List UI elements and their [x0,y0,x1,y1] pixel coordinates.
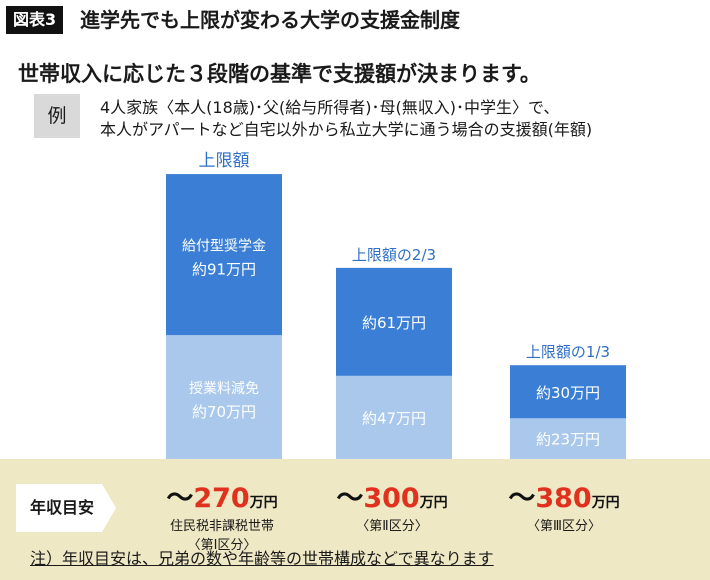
tuition-value-label-2: 約47万円 [362,409,426,427]
condition-line-2: 本人がアパートなど自宅以外から私立大学に通う場合の支援額(年額) [100,120,593,139]
category-label-1: 上限額 [199,151,250,171]
income-amount: 300 [363,483,420,514]
bar-scholarship-3 [510,365,626,419]
income-item-3: ～380万円 〈第Ⅲ区分〉 [490,476,638,534]
income-sub-1: 〈第Ⅲ区分〉 [527,519,601,534]
footnote: 注）年収目安は、兄弟の数や年齢等の世帯構成などで異なります [30,549,494,568]
subtitle: 世帯収入に応じた３段階の基準で支援額が決まります。 [18,62,541,86]
income-prefix: ～ [166,483,194,514]
scholarship-name-label: 給付型奨学金 [182,239,266,255]
category-label-2: 上限額の2/3 [352,246,436,264]
bar-tuition-1 [166,335,282,459]
example-label: 例 [34,94,80,138]
tuition-name-label: 授業料減免 [189,380,259,397]
tuition-value-label-1: 約70万円 [192,403,256,421]
income-item-2: ～300万円 〈第Ⅱ区分〉 [318,476,466,534]
condition-line-1: 4人家族〈本人(18歳)･父(給与所得者)･母(無収入)･中学生〉で、 [100,98,560,117]
scholarship-value-label-2: 約61万円 [362,314,426,332]
income-amount: 380 [535,483,592,514]
bar-scholarship-2 [336,267,452,376]
scholarship-value-label-3: 約30万円 [536,384,600,402]
income-amount: 270 [193,483,250,514]
tuition-value-label-3: 約23万円 [536,431,600,449]
income-label: 年収目安 [16,484,116,532]
figure-title: 進学先でも上限が変わる大学の支援金制度 [80,8,460,32]
income-prefix: ～ [508,483,536,514]
income-sub-1: 住民税非課税世帯 [169,519,274,534]
income-unit: 万円 [591,495,620,511]
income-unit: 万円 [419,495,448,511]
income-sub-2: 〈第Ⅰ区分〉 [187,538,257,553]
income-band [0,459,710,580]
income-item-1: ～270万円 住民税非課税世帯 〈第Ⅰ区分〉 [148,476,296,553]
income-unit: 万円 [249,495,278,511]
bar-tuition-3 [510,418,626,459]
figure-tag: 図表3 [6,6,64,34]
income-prefix: ～ [336,483,364,514]
bar-tuition-2 [336,375,452,459]
income-sub-1: 〈第Ⅱ区分〉 [356,519,428,534]
bar-scholarship-1 [166,174,282,336]
scholarship-value-label-1: 約91万円 [192,261,256,279]
category-label-3: 上限額の1/3 [526,343,610,361]
